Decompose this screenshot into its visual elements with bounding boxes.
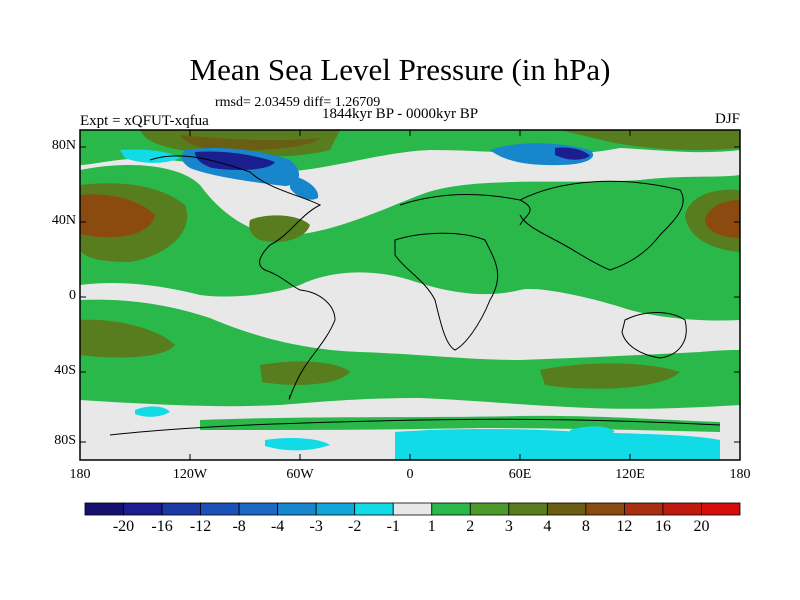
coast-asia [519, 180, 684, 271]
colorbar-label: -16 [151, 518, 173, 535]
coast-africa [394, 232, 499, 351]
lat-label: 40N [51, 213, 76, 228]
lon-label: 180 [729, 467, 751, 482]
brown-core-arctic [180, 135, 320, 151]
colorbar-segment [701, 502, 741, 516]
colorbar-segment [123, 502, 163, 516]
colorbar-segment [238, 502, 279, 516]
colorbar-label: 1 [427, 518, 436, 535]
colorbar-segment [508, 502, 548, 516]
lon-label: 0 [406, 467, 414, 482]
lon-label: 120E [615, 467, 645, 482]
colorbar-label: 3 [504, 518, 513, 535]
colorbar-label: -3 [309, 518, 323, 535]
longitude-ticks [79, 130, 741, 460]
colorbar-label: 16 [654, 518, 671, 535]
brown-core-pacific-east [705, 200, 740, 238]
map-title: Mean Sea Level Pressure (in hPa) [189, 52, 611, 87]
blue-low-labrador [290, 175, 319, 200]
olive-south-atlantic [260, 361, 350, 385]
colorbar-segment [431, 502, 471, 516]
colorbar-segment [200, 502, 240, 516]
navy-core-greenland [195, 151, 275, 170]
lat-label: 40S [54, 363, 76, 378]
coast-australia [621, 312, 687, 359]
lon-label: 180 [69, 467, 91, 482]
colorbar-label: 4 [543, 518, 552, 535]
colorbar [84, 502, 741, 516]
colorbar-label: 8 [581, 518, 590, 535]
olive-arctic-2 [560, 130, 740, 150]
coast-europe [399, 194, 531, 226]
colorbar-label: -12 [189, 518, 212, 535]
lon-label: 60E [508, 467, 532, 482]
colorbar-segment [84, 502, 124, 516]
experiment-label: Expt = xQFUT-xqfua [80, 113, 209, 129]
colorbar-label: 2 [466, 518, 475, 535]
colorbar-segment [662, 502, 702, 516]
coastlines [109, 155, 721, 436]
latitude-ticks [80, 146, 740, 443]
colorbar-segment [585, 502, 625, 516]
green-band-north [80, 165, 740, 321]
colorbar-label: 20 [693, 518, 710, 535]
colorbar-segment [354, 502, 394, 516]
colorbar-segment [624, 502, 664, 516]
colorbar-label: -1 [386, 518, 400, 535]
olive-south-pacific [80, 319, 175, 358]
olive-indian-ocean [540, 363, 680, 389]
coast-north-america [149, 155, 322, 291]
map-field [80, 130, 740, 460]
cyan-antarctic-2 [570, 426, 615, 437]
colorbar-label: 12 [616, 518, 633, 535]
colorbar-segment [469, 502, 510, 516]
brown-core-pacific-west [80, 194, 155, 238]
lat-label: 0 [69, 288, 76, 303]
navy-core-siberia [555, 147, 590, 160]
cyan-south-pacific [135, 406, 170, 417]
lon-label: 120W [172, 467, 208, 482]
lon-label: 60W [286, 467, 314, 482]
colorbar-segment [546, 502, 587, 516]
colorbar-label: -8 [232, 518, 246, 535]
colorbar-segment [315, 502, 356, 516]
rmsd-stats: rmsd= 2.03459 diff= 1.26709 [215, 95, 381, 110]
coast-south-america [288, 289, 336, 400]
cyan-alaska [120, 149, 180, 163]
colorbar-label: -20 [112, 518, 135, 535]
cyan-weddell [265, 437, 330, 451]
lat-label: 80S [54, 433, 76, 448]
colorbar-segment [277, 502, 317, 516]
lat-label: 80N [51, 138, 76, 153]
coast-antarctica [109, 418, 721, 436]
colorbar-segment [392, 502, 433, 516]
olive-north-atlantic [249, 215, 310, 242]
colorbar-segment [161, 502, 201, 516]
colorbar-label: -2 [348, 518, 362, 535]
cyan-antarctic [395, 429, 720, 460]
season-label: DJF [714, 111, 740, 127]
colorbar-label: -4 [270, 518, 285, 535]
period-label: 1844kyr BP - 0000kyr BP [321, 106, 479, 122]
